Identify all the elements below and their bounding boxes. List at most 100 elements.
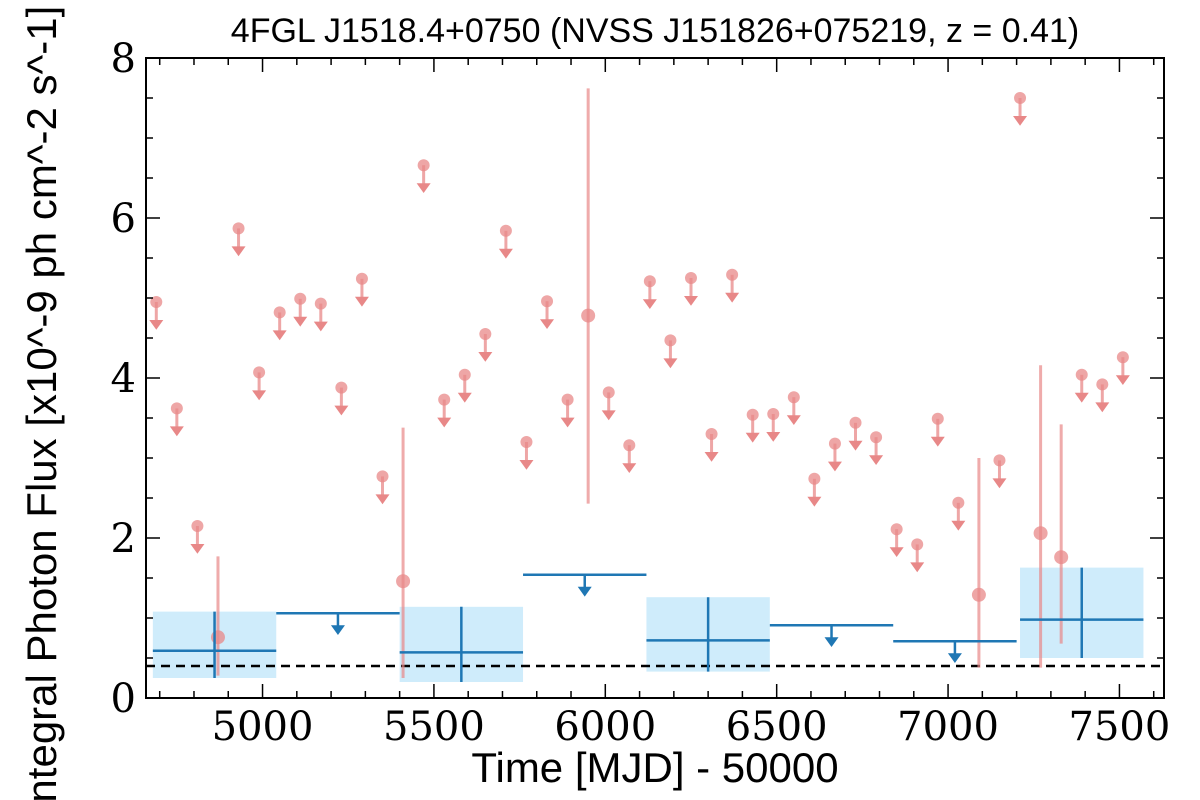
x-tick-label: 6500 xyxy=(726,704,828,750)
fine-upper-limit-point xyxy=(520,436,533,448)
y-tick-label: 2 xyxy=(111,516,136,562)
fine-upper-limit-arrow xyxy=(169,426,184,437)
fine-upper-limit-point xyxy=(479,328,492,340)
fine-upper-limit-arrow xyxy=(869,455,884,465)
fine-upper-limit-arrow xyxy=(416,183,431,193)
fine-upper-limit-arrow xyxy=(663,358,678,369)
fine-upper-limit-point xyxy=(253,366,266,379)
fine-upper-limit-arrow xyxy=(498,248,513,259)
fine-upper-limit-arrow xyxy=(252,390,267,401)
fine-upper-limit-point xyxy=(499,224,512,237)
fine-upper-limit-arrow xyxy=(745,432,760,443)
fine-upper-limit-point xyxy=(150,296,163,308)
fine-upper-limit-arrow xyxy=(1013,116,1028,126)
x-tick-label: 7000 xyxy=(897,704,999,750)
axes-ticks: 5000 5500 6000 6500 7000 7500 0 2 4 6 8 xyxy=(111,36,1171,750)
fine-upper-limit-point xyxy=(726,268,739,281)
y-tick-label: 8 xyxy=(111,36,136,82)
fine-upper-limit-arrow xyxy=(231,246,246,257)
coarse-upper-limit-arrow xyxy=(947,653,962,663)
fine-upper-limit-arrow xyxy=(910,562,925,573)
fine-upper-limit-arrow xyxy=(951,520,966,531)
plot-area xyxy=(146,88,1164,682)
coarse-upper-limit-arrow xyxy=(577,586,592,597)
fine-upper-limit-point xyxy=(1014,92,1027,104)
fine-upper-limit-point xyxy=(376,470,389,483)
fine-upper-limit-point xyxy=(746,408,759,421)
fine-upper-limit-point xyxy=(294,292,307,305)
y-axis-label: Integral Photon Flux [x10^-9 ph cm^-2 s^… xyxy=(18,6,65,800)
fine-upper-limit-point xyxy=(787,391,800,404)
fine-upper-limit-point xyxy=(828,437,841,450)
x-tick-label: 5500 xyxy=(383,704,485,750)
fine-upper-limit-arrow xyxy=(313,321,328,332)
fine-upper-limit-arrow xyxy=(334,405,349,416)
fine-upper-limit-arrow xyxy=(601,410,616,421)
fine-upper-limit-point xyxy=(993,454,1006,467)
fine-detection-point xyxy=(1054,550,1069,565)
fine-upper-limit-point xyxy=(458,368,471,381)
y-tick-label: 0 xyxy=(111,676,136,722)
fine-upper-limit-arrow xyxy=(437,417,452,428)
fine-upper-limit-arrow xyxy=(1095,402,1110,413)
fine-upper-limit-point xyxy=(355,272,368,285)
y-tick-label: 4 xyxy=(111,356,136,402)
chart-title: 4FGL J1518.4+0750 (NVSS J151826+075219, … xyxy=(231,12,1079,50)
fine-upper-limit-point xyxy=(1096,378,1109,391)
fine-upper-limit-arrow xyxy=(149,320,164,330)
fine-detection-point xyxy=(971,587,986,602)
fine-upper-limit-point xyxy=(170,402,183,415)
fine-upper-limit-arrow xyxy=(293,316,308,327)
fine-upper-limit-arrow xyxy=(457,392,472,403)
fine-upper-limit-arrow xyxy=(354,296,369,307)
x-axis-label: Time [MJD] - 50000 xyxy=(471,744,838,791)
fine-upper-limit-point xyxy=(870,431,883,444)
fine-upper-limit-arrow xyxy=(375,494,390,505)
fine-detection-point xyxy=(210,630,225,645)
fine-upper-limit-arrow xyxy=(786,415,801,425)
fine-upper-limit-arrow xyxy=(1115,375,1130,385)
fine-upper-limit-arrow xyxy=(683,296,698,306)
fine-upper-limit-point xyxy=(664,334,677,347)
fine-upper-limit-point xyxy=(314,297,327,310)
fine-upper-limit-point xyxy=(273,306,286,319)
fine-upper-limit-arrow xyxy=(272,330,287,341)
fine-upper-limit-arrow xyxy=(930,436,945,447)
fine-upper-limit-arrow xyxy=(1074,392,1089,403)
fine-upper-limit-point xyxy=(438,393,451,406)
fine-upper-limit-point xyxy=(890,523,903,536)
fine-upper-limit-point xyxy=(561,393,574,406)
fine-detection-point xyxy=(581,308,596,323)
fine-upper-limit-point xyxy=(767,408,780,420)
fine-upper-limit-arrow xyxy=(642,299,657,309)
y-tick-label: 6 xyxy=(111,196,136,242)
fine-upper-limit-point xyxy=(1116,351,1129,364)
x-tick-label: 6000 xyxy=(554,704,656,750)
fine-upper-limit-arrow xyxy=(725,292,740,303)
fine-upper-limit-point xyxy=(952,496,965,509)
fine-upper-limit-point xyxy=(705,428,718,440)
fine-upper-limit-arrow xyxy=(704,452,719,462)
fine-upper-limit-point xyxy=(623,439,636,452)
fine-upper-limit-arrow xyxy=(190,544,205,554)
fine-upper-limit-point xyxy=(602,386,615,399)
fine-upper-limit-point xyxy=(191,520,204,532)
coarse-upper-limit-arrow xyxy=(330,625,345,635)
fine-detection-point xyxy=(396,574,411,589)
coarse-upper-limit-arrow xyxy=(824,637,839,647)
fine-upper-limit-point xyxy=(1075,368,1088,381)
fine-upper-limit-point xyxy=(808,472,821,485)
fine-upper-limit-point xyxy=(849,416,862,429)
fine-upper-limit-arrow xyxy=(766,432,781,442)
fine-upper-limit-arrow xyxy=(848,440,863,451)
fine-upper-limit-arrow xyxy=(992,478,1007,489)
fine-upper-limit-point xyxy=(931,412,944,425)
fine-upper-limit-point xyxy=(417,159,430,172)
fine-upper-limit-arrow xyxy=(807,496,822,507)
fine-upper-limit-arrow xyxy=(560,417,575,428)
fine-upper-limit-arrow xyxy=(540,319,555,329)
fine-upper-limit-arrow xyxy=(889,547,904,557)
x-tick-label: 7500 xyxy=(1069,704,1171,750)
x-tick-label: 5000 xyxy=(212,704,314,750)
